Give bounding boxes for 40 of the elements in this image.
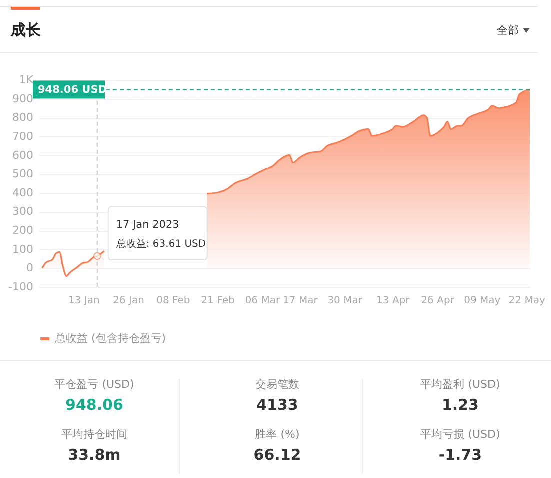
x-tick-label: 09 May — [464, 296, 501, 306]
text: 平均亏损 (USD) — [420, 427, 502, 442]
text: 平仓盈亏 (USD) — [54, 377, 136, 392]
annotation: 总收益: 63.61 USD — [115, 238, 206, 250]
x-tick-label: 08 Feb — [156, 296, 190, 306]
text: -1.73 — [438, 446, 484, 464]
y-tick-label: 100 — [12, 242, 34, 256]
y-tick-label: 800 — [12, 111, 34, 124]
text: 66.12 — [252, 446, 302, 464]
text: 1.23 — [440, 396, 480, 414]
y-tick-label: 700 — [12, 130, 34, 143]
x-tick-label: 21 Feb — [201, 296, 235, 306]
text: 4133 — [256, 396, 300, 414]
annotation: 17 Jan 2023 — [116, 219, 180, 231]
text: 948.06 — [64, 396, 124, 414]
chart-title: 成长 — [11, 21, 41, 40]
x-tick-label: 22 May — [508, 296, 546, 306]
x-tick-label: 26 Jan — [113, 296, 144, 306]
text: 平均持仓时间 — [60, 427, 128, 442]
x-tick-label: 06 Mar — [245, 296, 281, 306]
y-tick-label: 900 — [12, 92, 34, 106]
x-tick-label: 17 Mar — [283, 296, 319, 306]
y-tick-label: -100 — [8, 280, 34, 294]
y-tick-label: 0 — [26, 262, 34, 275]
y-tick-label: 200 — [12, 224, 34, 238]
x-tick-label: 13 Apr — [376, 296, 411, 306]
y-tick-label: 1K — [19, 74, 34, 86]
y-tick-label: 500 — [12, 168, 34, 181]
y-tick-label: 300 — [12, 205, 34, 218]
text: 交易笔数 — [254, 377, 300, 392]
text: 平均盈利 (USD) — [420, 377, 502, 392]
y-tick-label: 600 — [12, 148, 34, 162]
legend-label: 总收益 (包含持仓盈亏) — [54, 332, 166, 345]
y-tick-label: 400 — [12, 186, 34, 200]
x-tick-label: 26 Apr — [421, 296, 456, 306]
text: 全部 — [497, 23, 519, 38]
x-tick-label: 13 Jan — [68, 296, 100, 306]
text: 33.8m — [67, 446, 122, 464]
text: 胜率 (%) — [254, 427, 301, 442]
x-tick-label: 30 Mar — [328, 296, 364, 306]
